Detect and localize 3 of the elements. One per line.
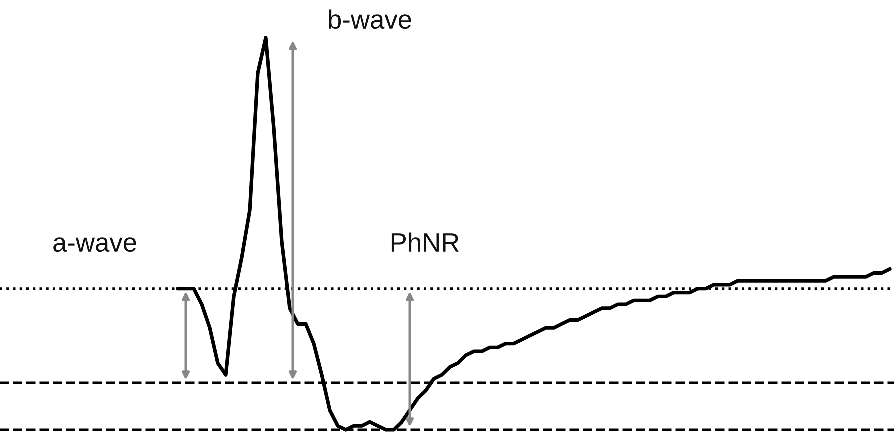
text: b-wave — [329, 10, 412, 30]
text: a-wave — [54, 238, 136, 252]
annotation: PhNR — [392, 232, 459, 252]
